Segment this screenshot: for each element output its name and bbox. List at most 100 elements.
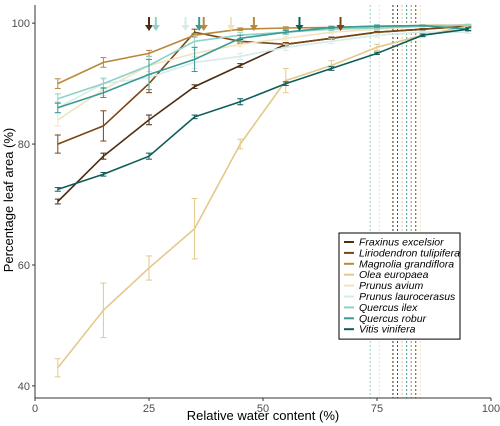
- error-bar-2-1: [100, 57, 107, 68]
- error-bar-8-8: [419, 33, 426, 37]
- arrow-marker-6: [249, 17, 258, 31]
- error-bar-8-3: [191, 114, 198, 120]
- legend-label-3: Olea europaea: [359, 269, 429, 281]
- error-bar-8-5: [282, 81, 289, 86]
- arrow-markers: [145, 17, 345, 31]
- legend-item-6: Quercus ilex: [344, 302, 418, 314]
- series-line-5: [57, 31, 469, 109]
- series-group: [54, 23, 472, 378]
- error-bar-4-4: [237, 41, 244, 48]
- error-bar-1-8: [419, 28, 426, 31]
- series-line-3: [57, 25, 469, 369]
- error-bar-5-4: [237, 52, 244, 60]
- error-bar-7-3: [191, 46, 198, 73]
- error-bar-1-0: [54, 134, 61, 154]
- error-bar-7-2: [146, 58, 152, 91]
- error-bar-1-1: [100, 110, 107, 142]
- error-bar-3-1: [100, 282, 107, 339]
- error-bar-7-4: [237, 34, 244, 42]
- legend-item-5: Prunus laurocerasus: [344, 291, 456, 303]
- error-bar-8-9: [465, 27, 472, 31]
- error-bar-4-0: [54, 113, 61, 127]
- legend-label-2: Magnolia grandiflora: [359, 258, 454, 270]
- legend-item-2: Magnolia grandiflora: [344, 258, 454, 270]
- error-bar-8-2: [146, 152, 152, 160]
- legend-item-0: Fraxinus excelsior: [344, 237, 444, 249]
- legend-item-7: Quercus robur: [344, 313, 427, 325]
- series-6: [54, 23, 472, 105]
- series-5: [54, 30, 472, 115]
- x-tick-label-1: 25: [143, 403, 155, 415]
- arrow-marker-4: [199, 17, 208, 31]
- error-bar-8-1: [100, 171, 107, 177]
- y-axis-ticks: 40 60 80 100: [12, 18, 35, 393]
- error-bar-7-8: [419, 24, 426, 27]
- error-bar-0-1: [100, 152, 107, 160]
- error-bar-4-6: [328, 30, 335, 34]
- error-bar-3-0: [54, 358, 61, 378]
- series-line-8: [57, 28, 469, 191]
- error-bar-7-1: [100, 87, 107, 99]
- error-bar-8-0: [54, 187, 61, 192]
- error-bar-6-9: [465, 23, 472, 27]
- error-bar-5-6: [328, 38, 335, 45]
- series-line-1: [57, 25, 469, 145]
- arrow-marker-5: [227, 17, 236, 31]
- x-tick-label-2: 50: [257, 403, 269, 415]
- legend-item-3: Olea europaea: [344, 269, 429, 281]
- legend-label-1: Liriodendron tulipifera: [359, 247, 460, 259]
- error-bar-7-0: [54, 102, 61, 114]
- error-bar-0-0: [54, 198, 61, 205]
- arrow-marker-1: [151, 17, 160, 31]
- error-bar-5-7: [374, 32, 380, 38]
- legend-label-4: Prunus avium: [359, 280, 423, 292]
- y-tick-label-2: 80: [18, 139, 30, 151]
- arrow-marker-7: [295, 17, 304, 31]
- error-bar-0-3: [191, 84, 198, 89]
- error-bar-3-3: [191, 197, 198, 260]
- x-tick-label-4: 100: [482, 403, 500, 415]
- error-bar-4-5: [282, 35, 289, 41]
- arrow-marker-2: [181, 17, 190, 31]
- error-bar-3-7: [374, 43, 380, 51]
- error-bar-3-4: [237, 138, 244, 150]
- arrow-marker-0: [145, 17, 153, 31]
- error-bar-5-5: [282, 43, 289, 51]
- error-bar-8-7: [374, 51, 380, 56]
- arrow-marker-8: [336, 17, 345, 31]
- error-bar-7-5: [282, 29, 289, 35]
- error-bar-2-5: [282, 26, 289, 30]
- error-bar-8-6: [328, 66, 335, 71]
- x-tick-label-0: 0: [32, 403, 38, 415]
- y-tick-label-0: 40: [18, 381, 30, 393]
- legend-label-5: Prunus laurocerasus: [359, 291, 456, 303]
- y-tick-label-3: 100: [12, 18, 30, 30]
- legend-label-6: Quercus ilex: [359, 302, 418, 314]
- legend-item-8: Vitis vinifera: [344, 324, 416, 336]
- x-tick-label-3: 75: [371, 403, 383, 415]
- x-axis-ticks: 0 25 50 75 100: [32, 398, 500, 415]
- error-bar-8-4: [237, 98, 244, 106]
- legend-item-1: Liriodendron tulipifera: [344, 247, 460, 259]
- series-1: [54, 25, 472, 154]
- legend-label-8: Vitis vinifera: [359, 324, 416, 336]
- legend-box: [338, 232, 461, 340]
- error-bar-3-2: [146, 255, 152, 281]
- threshold-lines: [369, 5, 421, 398]
- y-tick-label-1: 60: [18, 260, 30, 272]
- error-bar-3-5: [282, 67, 289, 94]
- error-bar-5-8: [419, 30, 426, 34]
- error-bar-2-0: [54, 78, 61, 89]
- error-bar-0-4: [237, 63, 244, 68]
- legend-label-0: Fraxinus excelsior: [359, 237, 444, 249]
- legend-label-7: Quercus robur: [359, 313, 427, 325]
- y-axis-title: Percentage leaf area (%): [1, 128, 16, 273]
- legend-item-4: Prunus avium: [344, 280, 423, 292]
- series-line-6: [57, 24, 469, 100]
- series-8: [54, 27, 472, 192]
- error-bar-7-7: [374, 24, 380, 28]
- error-bar-0-2: [146, 114, 152, 126]
- error-bar-2-4: [237, 27, 244, 31]
